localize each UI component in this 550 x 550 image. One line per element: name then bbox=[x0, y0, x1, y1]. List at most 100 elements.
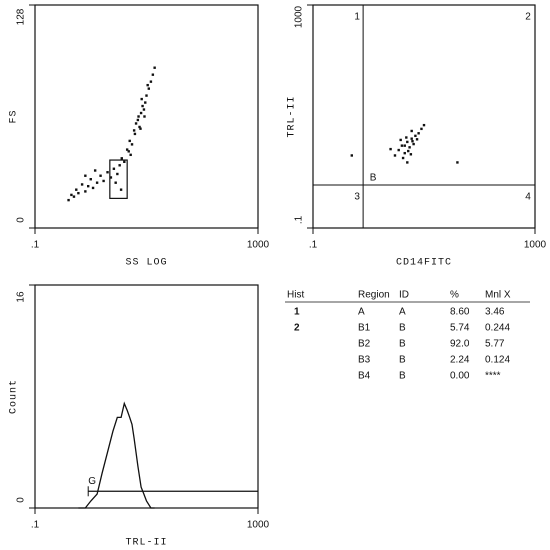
x-axis-title: CD14FITC bbox=[396, 258, 452, 269]
event-dot bbox=[91, 186, 95, 190]
event-dot bbox=[410, 137, 413, 140]
event-dot bbox=[417, 132, 420, 135]
event-dot bbox=[116, 172, 119, 176]
event-dot bbox=[403, 151, 406, 155]
table-cell: B2 bbox=[358, 339, 371, 350]
event-dot bbox=[106, 171, 109, 174]
event-dot bbox=[134, 122, 138, 125]
event-dot bbox=[130, 143, 134, 146]
event-dot bbox=[86, 184, 90, 188]
table-cell: 92.0 bbox=[450, 339, 470, 350]
event-dot bbox=[149, 80, 153, 83]
event-dot bbox=[415, 138, 419, 141]
event-dot bbox=[77, 191, 80, 195]
event-dot bbox=[420, 127, 423, 131]
event-dot bbox=[403, 144, 406, 147]
event-dot bbox=[393, 154, 397, 157]
event-dot bbox=[141, 104, 144, 108]
table-cell: B4 bbox=[358, 371, 371, 382]
event-dot bbox=[139, 111, 143, 115]
event-dot bbox=[99, 174, 102, 177]
event-dot bbox=[127, 150, 130, 153]
y-tick-label: 128 bbox=[16, 8, 27, 25]
y-tick-label: 16 bbox=[16, 291, 27, 303]
event-dot bbox=[137, 115, 140, 118]
table-cell: B bbox=[399, 371, 406, 382]
plot-frame bbox=[312, 4, 536, 229]
x-axis-title: SS LOG bbox=[125, 258, 167, 269]
y-tick-label: 1000 bbox=[294, 5, 305, 28]
event-dot bbox=[142, 108, 146, 111]
table-cell: 2 bbox=[294, 323, 300, 334]
event-dot bbox=[422, 123, 426, 127]
table-cell: 5.74 bbox=[450, 323, 470, 334]
table-cell: B bbox=[399, 339, 406, 350]
y-tick-label: .1 bbox=[294, 215, 305, 224]
event-dot bbox=[406, 161, 409, 164]
event-dot bbox=[410, 129, 413, 133]
table-cell: B3 bbox=[358, 355, 371, 366]
event-dot bbox=[133, 132, 137, 136]
event-dot bbox=[120, 157, 123, 160]
event-dot bbox=[128, 139, 131, 143]
quadrant-label: 3 bbox=[354, 192, 360, 203]
histogram-line bbox=[78, 401, 155, 509]
event-dot bbox=[144, 101, 147, 104]
table-header: % bbox=[450, 290, 459, 301]
event-dot bbox=[456, 161, 459, 164]
event-dot bbox=[67, 198, 70, 202]
table-cell: B bbox=[399, 355, 406, 366]
quadrant-center-label: B bbox=[370, 173, 377, 184]
y-axis-title: Count bbox=[9, 379, 20, 414]
quadrant-label: 1 bbox=[354, 12, 360, 23]
event-dot bbox=[84, 174, 87, 177]
y-tick-label: 0 bbox=[16, 217, 27, 223]
x-tick-label: .1 bbox=[31, 240, 40, 251]
table-header: Region bbox=[358, 290, 390, 301]
event-dot bbox=[109, 176, 113, 179]
event-dot bbox=[399, 138, 402, 142]
table-cell: 2.24 bbox=[450, 355, 470, 366]
y-tick-label: 0 bbox=[16, 497, 27, 503]
event-dot bbox=[138, 125, 141, 129]
event-dot bbox=[400, 144, 404, 147]
table-cell: A bbox=[399, 307, 406, 318]
event-dot bbox=[407, 149, 410, 153]
event-dot bbox=[75, 188, 78, 191]
event-dot bbox=[139, 127, 142, 130]
table-header: ID bbox=[399, 290, 409, 301]
event-dot bbox=[89, 178, 92, 181]
table-header: Hist bbox=[287, 290, 304, 301]
event-dot bbox=[118, 164, 121, 167]
gate-region bbox=[109, 159, 128, 199]
event-dot bbox=[412, 142, 415, 146]
event-dot bbox=[147, 87, 151, 90]
event-dot bbox=[405, 136, 408, 139]
x-tick-label: 1000 bbox=[524, 240, 547, 251]
x-tick-label: 1000 bbox=[247, 520, 270, 531]
event-dot bbox=[146, 83, 149, 87]
event-dot bbox=[145, 94, 148, 97]
event-dot bbox=[95, 181, 99, 184]
event-dot bbox=[401, 156, 405, 160]
event-dot bbox=[389, 147, 392, 151]
event-dot bbox=[123, 160, 126, 163]
plot-frame bbox=[34, 4, 259, 229]
table-cell: B1 bbox=[358, 323, 371, 334]
table-cell: B bbox=[399, 323, 406, 334]
event-dot bbox=[112, 167, 116, 170]
event-dot bbox=[136, 118, 140, 122]
event-dot bbox=[129, 153, 132, 157]
event-dot bbox=[151, 73, 155, 76]
table-cell: 8.60 bbox=[450, 307, 470, 318]
table-cell: 1 bbox=[294, 307, 300, 318]
table-cell: A bbox=[358, 307, 365, 318]
event-dot bbox=[140, 97, 143, 101]
event-dot bbox=[102, 179, 105, 183]
x-tick-label: .1 bbox=[31, 520, 40, 531]
event-dot bbox=[406, 140, 409, 144]
x-tick-label: .1 bbox=[309, 240, 318, 251]
table-cell: 5.77 bbox=[485, 339, 505, 350]
event-dot bbox=[397, 148, 400, 152]
x-axis-title: TRL-II bbox=[125, 538, 167, 549]
